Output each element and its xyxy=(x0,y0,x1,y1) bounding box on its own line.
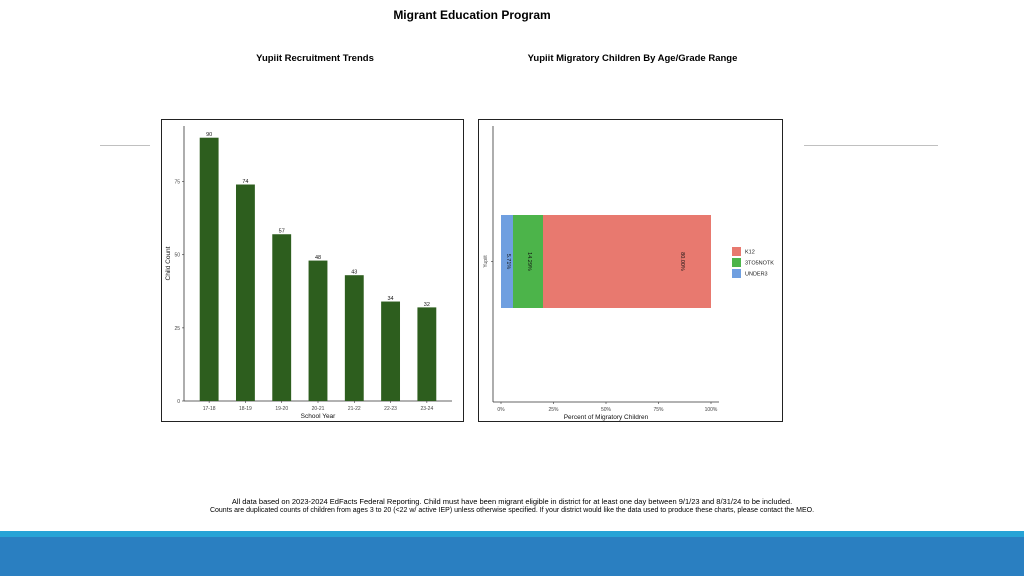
x-tick-label: 23-24 xyxy=(420,406,433,412)
legend-label: 3TO5NOTK xyxy=(745,261,774,267)
bar xyxy=(272,234,292,401)
x-axis-title: Percent of Migratory Children xyxy=(564,414,649,421)
x-tick-label: 22-23 xyxy=(384,406,397,412)
x-tick-label: 21-22 xyxy=(348,406,361,412)
y-tick-label: 0 xyxy=(177,399,180,405)
y-tick-label: Yupiit xyxy=(483,255,489,268)
bar-data-label: 57 xyxy=(279,229,285,235)
footer-bar xyxy=(0,537,1024,576)
footnote-line-2: Counts are duplicated counts of children… xyxy=(209,507,815,514)
left-chart-title: Yupiit Recruitment Trends xyxy=(256,53,374,64)
bar-data-label: 34 xyxy=(388,296,394,302)
segment-data-label: 5.71% xyxy=(505,254,511,270)
x-tick-label: 17-18 xyxy=(203,406,216,412)
bar-data-label: 90 xyxy=(206,132,212,138)
bar-data-label: 48 xyxy=(315,255,321,261)
bar-segment xyxy=(512,215,543,308)
bar-segment xyxy=(501,215,513,308)
bar-data-label: 32 xyxy=(424,302,430,308)
x-tick-label: 75% xyxy=(653,407,664,413)
left-divider-line xyxy=(100,145,150,146)
legend-swatch xyxy=(732,258,741,267)
right-divider-line xyxy=(804,145,938,146)
bar xyxy=(381,301,401,401)
x-tick-label: 50% xyxy=(601,407,612,413)
recruitment-trends-chart: 0 25 50 75 90 17-18 74 18-19 57 19-20 48 20-21 43 21-… xyxy=(161,119,464,422)
migratory-children-svg: 0% 25% 50% 75% 100% Percent of Migratory Chil… xyxy=(483,126,774,421)
bar-data-label: 74 xyxy=(242,179,248,185)
y-tick-label: 50 xyxy=(174,253,180,259)
x-tick-label: 25% xyxy=(548,407,559,413)
bar xyxy=(235,184,255,401)
bar xyxy=(344,275,364,401)
x-axis-title: School Year xyxy=(301,413,337,420)
bar-data-label: 43 xyxy=(351,270,357,276)
y-tick-label: 25 xyxy=(174,326,180,332)
bar xyxy=(417,307,437,401)
legend-label: UNDER3 xyxy=(745,272,768,278)
x-tick-label: 20-21 xyxy=(312,406,325,412)
bar xyxy=(199,137,219,401)
y-tick-label: 75 xyxy=(174,180,180,186)
x-tick-label: 100% xyxy=(705,407,718,413)
migratory-children-chart: 0% 25% 50% 75% 100% Percent of Migratory Chil… xyxy=(478,119,783,422)
recruitment-trends-svg: 0 25 50 75 90 17-18 74 18-19 57 19-20 48 20-21 43 21-… xyxy=(165,126,452,420)
segment-data-label: 14.29% xyxy=(526,252,532,271)
x-tick-label: 0% xyxy=(497,407,505,413)
footer-accent-bar xyxy=(0,531,1024,537)
bar-segment xyxy=(543,215,711,308)
x-tick-label: 18-19 xyxy=(239,406,252,412)
y-axis-title: Child Count xyxy=(165,246,172,280)
x-tick-label: 19-20 xyxy=(275,406,288,412)
right-chart-title: Yupiit Migratory Children By Age/Grade R… xyxy=(527,53,738,64)
legend-swatch xyxy=(732,247,741,256)
legend-swatch xyxy=(732,269,741,278)
bar xyxy=(308,260,328,401)
legend-label: K12 xyxy=(745,250,755,256)
page-title: Migrant Education Program xyxy=(393,8,551,22)
footnote-line-1: All data based on 2023-2024 EdFacts Fede… xyxy=(231,497,793,506)
segment-data-label: 80.00% xyxy=(679,252,685,271)
